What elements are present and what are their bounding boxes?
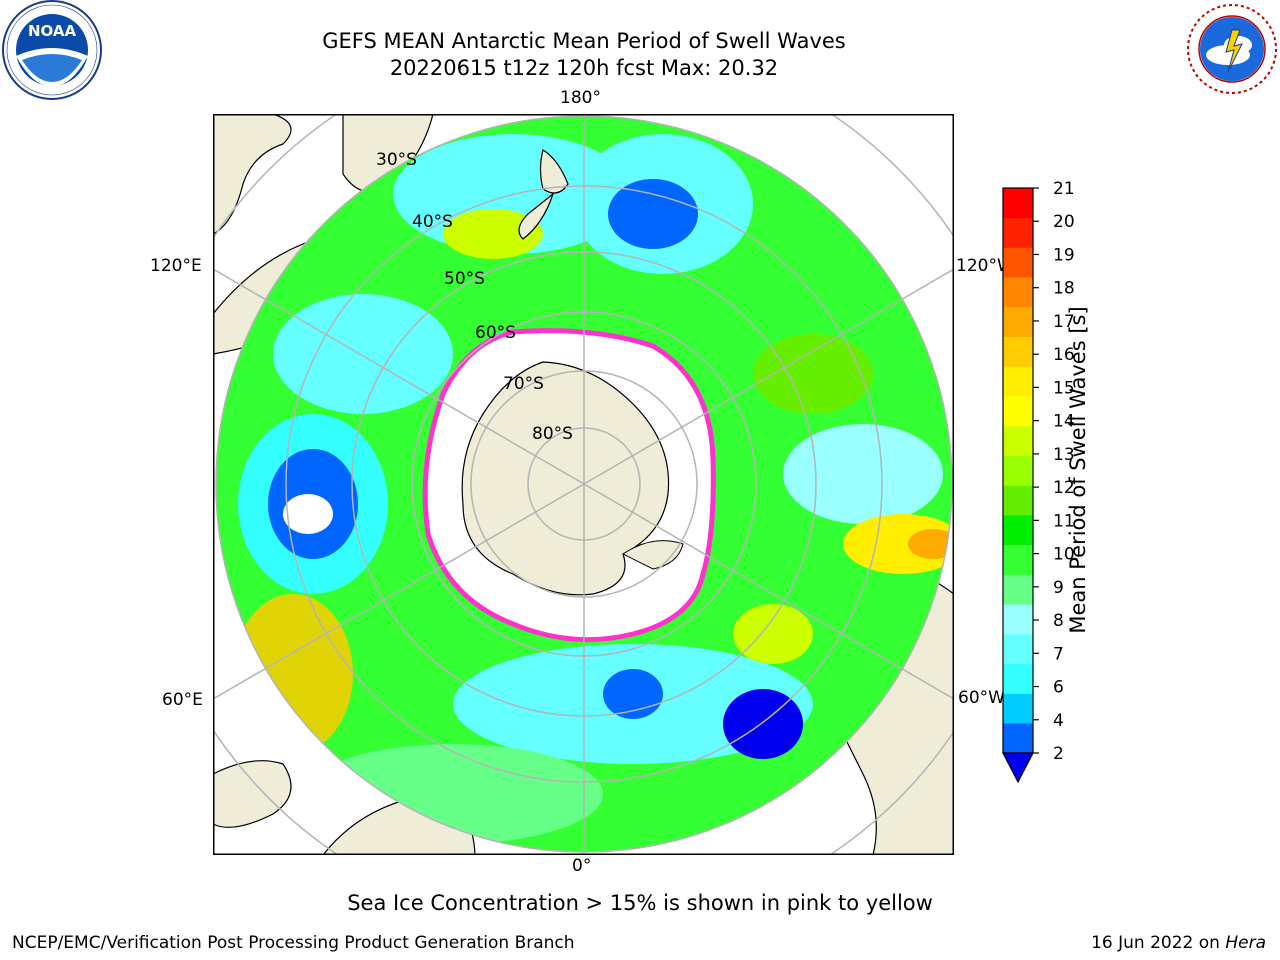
colorbar-block [1003, 634, 1033, 664]
colorbar-tick-label: 4 [1053, 711, 1064, 731]
lat-label-30s: 30°S [376, 150, 417, 170]
colorbar-block [1003, 515, 1033, 545]
colorbar-tick-label: 6 [1053, 678, 1064, 698]
lon-label-120e: 120°E [150, 256, 202, 276]
colorbar-block [1003, 307, 1033, 337]
lon-label-0: 0° [572, 856, 591, 876]
colorbar-tick-label: 21 [1053, 180, 1075, 199]
colorbar-tick-label: 20 [1053, 212, 1075, 232]
colorbar-tick-label: 18 [1053, 279, 1075, 299]
noaa-logo-text: NOAA [28, 22, 77, 40]
colorbar-block [1003, 456, 1033, 486]
colorbar-block [1003, 396, 1033, 426]
colorbar-block [1003, 485, 1033, 515]
lon-label-60e: 60°E [162, 690, 203, 710]
footer-date: 16 Jun 2022 on Hera [1091, 933, 1266, 953]
colorbar-tick-label: 7 [1053, 644, 1064, 664]
colorbar-block [1003, 247, 1033, 277]
colorbar-block [1003, 604, 1033, 634]
colorbar-block [1003, 723, 1033, 753]
colorbar-under-arrow [1003, 753, 1033, 782]
colorbar-block [1003, 366, 1033, 396]
colorbar-tick-label: 8 [1053, 611, 1064, 631]
colorbar-tick-label: 2 [1053, 744, 1064, 764]
colorbar-block [1003, 545, 1033, 575]
colorbar-block [1003, 277, 1033, 307]
chart-title: GEFS MEAN Antarctic Mean Period of Swell… [0, 28, 1168, 54]
colorbar-block [1003, 694, 1033, 724]
colorbar-block [1003, 664, 1033, 694]
footer-date-text: 16 Jun 2022 on [1091, 933, 1225, 953]
footer-credit: NCEP/EMC/Verification Post Processing Pr… [12, 933, 575, 953]
lat-label-40s: 40°S [412, 212, 453, 232]
colorbar-block [1003, 575, 1033, 605]
antarctica [425, 331, 713, 640]
footer-host: Hera [1225, 933, 1266, 953]
lat-label-50s: 50°S [444, 269, 485, 289]
sea-ice-note: Sea Ice Concentration > 15% is shown in … [0, 891, 1280, 915]
chart-subtitle: 20220615 t12z 120h fcst Max: 20.32 [0, 55, 1168, 81]
colorbar-block [1003, 188, 1033, 218]
colorbar-block [1003, 337, 1033, 367]
polar-map [213, 114, 954, 855]
colorbar-tick-label: 19 [1053, 245, 1075, 265]
lat-label-70s: 70°S [503, 374, 544, 394]
lat-label-80s: 80°S [532, 424, 573, 444]
lon-label-180: 180° [560, 88, 601, 108]
colorbar-label: Mean Period of Swell Waves [s] [1066, 306, 1090, 633]
nws-logo-icon [1180, 0, 1280, 100]
colorbar-block [1003, 426, 1033, 456]
noaa-logo-icon: NOAA [0, 0, 104, 104]
colorbar-block [1003, 218, 1033, 248]
colorbar-tick-label: 9 [1053, 578, 1064, 598]
lat-label-60s: 60°S [475, 323, 516, 343]
